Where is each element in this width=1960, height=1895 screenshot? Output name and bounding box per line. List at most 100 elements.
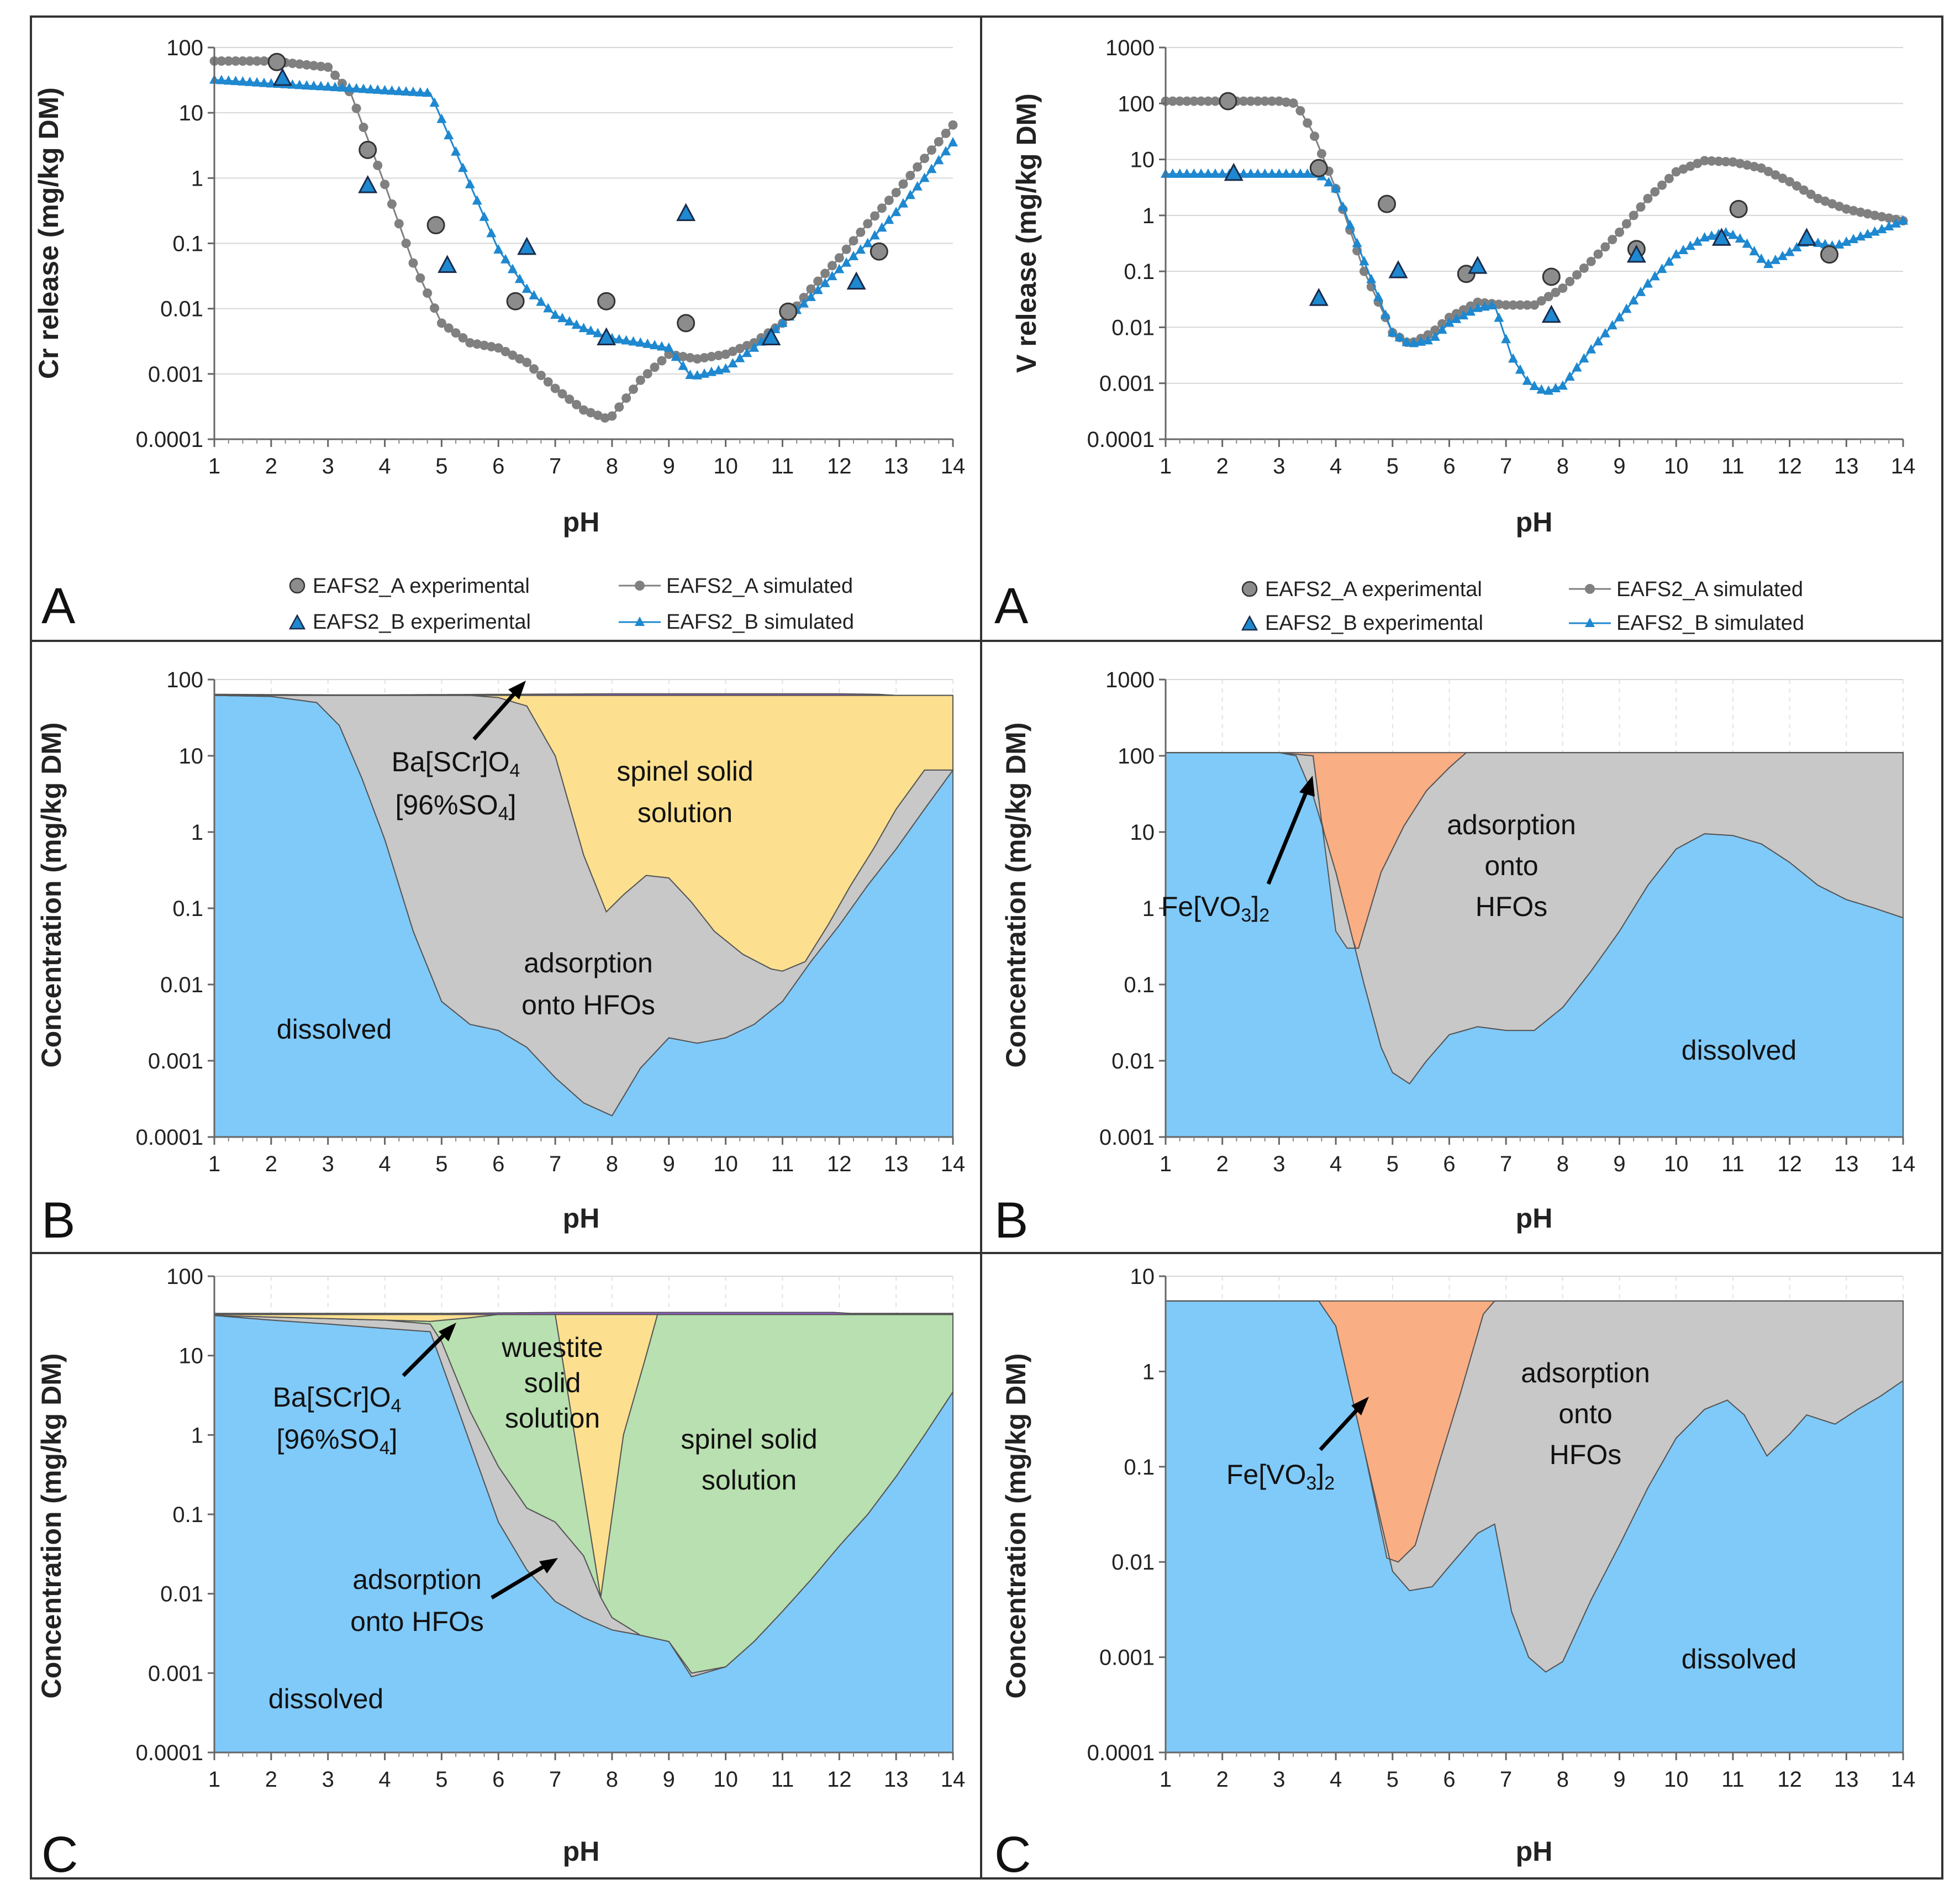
sim-point-a bbox=[1863, 209, 1873, 219]
sim-point-b bbox=[1359, 256, 1369, 266]
sim-point-a bbox=[898, 179, 908, 189]
sim-point-a bbox=[642, 369, 652, 379]
barium-label-sub: 4 bbox=[510, 760, 520, 781]
sim-point-a bbox=[1706, 156, 1716, 166]
legend-a-exp-marker bbox=[1241, 581, 1258, 597]
sim-point-b bbox=[344, 82, 355, 92]
adsorption-label-line3: HFOs bbox=[1550, 1439, 1622, 1470]
sim-point-b bbox=[926, 164, 937, 173]
v-release-panel-letter: A bbox=[994, 578, 1029, 634]
sim-point-a bbox=[423, 288, 433, 298]
sim-point-b bbox=[650, 340, 660, 350]
sim-point-a bbox=[1870, 210, 1880, 220]
sim-point-b bbox=[429, 97, 440, 107]
fevo3-label-close: ] bbox=[1251, 891, 1259, 922]
sim-point-b bbox=[1877, 224, 1887, 234]
v-spec-a-y-axis-title: Concentration (mg/kg DM) bbox=[1000, 723, 1031, 1068]
sim-point-b bbox=[1607, 320, 1617, 330]
sim-point-a bbox=[1210, 96, 1220, 106]
x-tick-label: 11 bbox=[771, 1767, 794, 1792]
cr-spec-a-annotations: spinel solid solution adsorption onto HF… bbox=[277, 681, 754, 1045]
y-tick-label: 0.001 bbox=[148, 362, 203, 387]
sim-point-b bbox=[1727, 229, 1738, 239]
x-tick-label: 4 bbox=[378, 1767, 391, 1792]
x-tick-label: 6 bbox=[492, 454, 504, 478]
sim-point-b bbox=[550, 309, 561, 319]
sim-point-a bbox=[550, 383, 560, 393]
sim-point-a bbox=[1458, 305, 1468, 315]
cr-release-chart: 1 2 3 4 5 6 7 8 9 10 11 12 13 140.00010.0010.010.1110… bbox=[33, 36, 965, 634]
plot-area: 1 2 3 4 5 6 7 8 9 10 11 12 13 140.00010.0010.010.1110… bbox=[136, 1265, 966, 1792]
fevo3-label: Fe[VO3]2 bbox=[1161, 891, 1269, 926]
x-tick-label: 6 bbox=[1443, 454, 1455, 478]
sim-point-a bbox=[1827, 199, 1837, 209]
exp-point-b bbox=[1626, 244, 1646, 263]
x-tick-label: 9 bbox=[1613, 1767, 1625, 1792]
x-tick-label: 1 bbox=[1160, 454, 1172, 478]
sim-point-a bbox=[600, 413, 610, 423]
sim-point-a bbox=[1643, 193, 1653, 203]
barium-label-l2a: [96%SO bbox=[395, 789, 498, 820]
y-tick-label: 10 bbox=[179, 101, 204, 125]
sim-point-a bbox=[621, 393, 631, 403]
y-tick-label: 10 bbox=[179, 1344, 204, 1368]
sim-point-b bbox=[1203, 168, 1214, 178]
sim-point-b bbox=[1579, 353, 1589, 363]
y-tick-label: 0.01 bbox=[160, 1582, 203, 1607]
exp-point-a bbox=[1378, 194, 1396, 213]
x-tick-label: 6 bbox=[1443, 1767, 1455, 1792]
sim-point-b bbox=[401, 86, 412, 96]
sim-point-b bbox=[238, 76, 248, 86]
area-fevo3 bbox=[1166, 1300, 1903, 1563]
adsorption-label-line2: onto bbox=[1484, 850, 1538, 881]
x-tick-label: 4 bbox=[1330, 454, 1342, 478]
sim-point-b bbox=[742, 348, 752, 357]
sim-point-b bbox=[1770, 254, 1780, 264]
sim-point-b bbox=[593, 328, 603, 338]
sim-point-b bbox=[678, 360, 688, 370]
sim-point-b bbox=[1437, 324, 1447, 334]
sim-point-a bbox=[1267, 96, 1277, 106]
dissolved-label: dissolved bbox=[268, 1683, 383, 1714]
sim-point-b bbox=[1763, 259, 1774, 269]
legend-b-exp-marker bbox=[288, 614, 306, 630]
sim-point-a bbox=[891, 188, 901, 198]
sim-point-a bbox=[1664, 173, 1674, 183]
sim-point-a bbox=[515, 354, 525, 364]
fevo3-label-sub1: 3 bbox=[1241, 905, 1251, 926]
sim-point-b bbox=[1543, 385, 1554, 395]
x-tick-label: 5 bbox=[1387, 1767, 1399, 1792]
sim-point-a bbox=[1451, 309, 1461, 319]
sim-point-b bbox=[1593, 336, 1604, 346]
y-tick-label: 0.1 bbox=[1124, 1455, 1155, 1480]
sim-point-b bbox=[834, 264, 845, 273]
sim-point-a bbox=[1621, 219, 1631, 229]
x-tick-label: 7 bbox=[1500, 454, 1512, 478]
panel-frame bbox=[30, 15, 1943, 1880]
sim-point-a bbox=[1636, 202, 1646, 212]
sim-point-a bbox=[1494, 299, 1504, 309]
sim-point-a bbox=[1615, 227, 1625, 237]
sim-point-b bbox=[387, 85, 397, 95]
sim-point-a bbox=[1608, 235, 1617, 245]
sim-point-b bbox=[1692, 236, 1703, 246]
sim-point-a bbox=[500, 346, 510, 356]
x-tick-label: 10 bbox=[713, 1152, 738, 1176]
exp-point-b bbox=[517, 236, 537, 255]
sim-point-b bbox=[457, 162, 468, 172]
sim-point-b bbox=[1217, 168, 1227, 178]
barium-label-line1: Ba[SCr]O4 bbox=[273, 1382, 402, 1417]
sim-point-a bbox=[217, 56, 226, 66]
sim-point-a bbox=[1501, 300, 1511, 310]
barium-arrow-shaft bbox=[402, 1331, 448, 1377]
sim-point-a bbox=[1536, 296, 1546, 306]
sim-point-a bbox=[678, 351, 688, 361]
sim-point-a bbox=[245, 56, 255, 66]
sim-point-a bbox=[1203, 96, 1213, 106]
sim-point-a bbox=[480, 340, 489, 350]
sim-point-a bbox=[827, 261, 837, 271]
cr-release-x-axis-title: pH bbox=[563, 507, 600, 538]
sim-point-a bbox=[1778, 173, 1788, 183]
sim-point-b bbox=[1564, 371, 1575, 381]
sim-point-a bbox=[287, 59, 297, 69]
